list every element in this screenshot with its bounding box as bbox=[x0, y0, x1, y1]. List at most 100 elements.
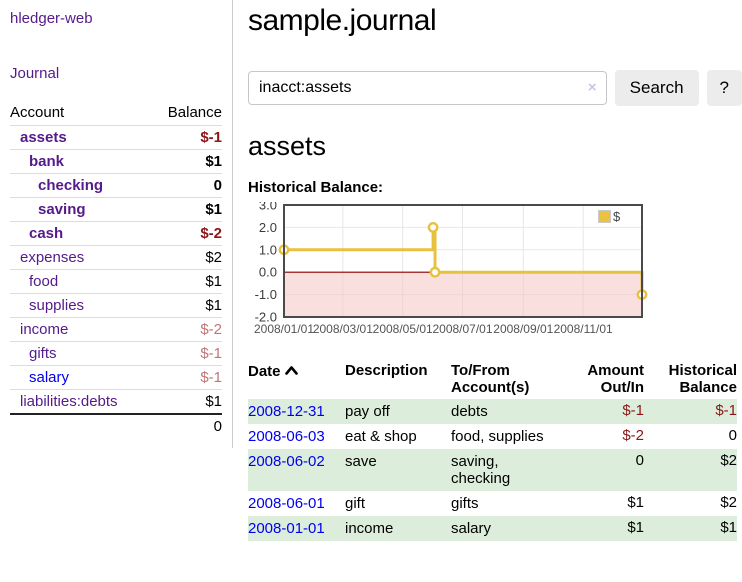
register-row: 2008-12-31 pay off debts $-1 $-1 bbox=[248, 399, 737, 424]
transaction-amount: $-1 bbox=[622, 402, 644, 419]
account-link-gifts[interactable]: gifts bbox=[29, 345, 57, 362]
account-link-checking[interactable]: checking bbox=[38, 177, 104, 194]
transaction-description: save bbox=[345, 453, 377, 470]
account-balance: $-1 bbox=[200, 345, 222, 362]
account-row-gifts: gifts $-1 bbox=[10, 341, 222, 366]
transaction-description: gift bbox=[345, 495, 366, 512]
account-row-supplies: supplies $1 bbox=[10, 293, 222, 318]
transaction-description: eat & shop bbox=[345, 428, 417, 445]
account-balance: $-1 bbox=[200, 369, 222, 386]
account-row-checking: checking 0 bbox=[10, 173, 222, 198]
svg-text:3.0: 3.0 bbox=[259, 202, 277, 213]
svg-text:-2.0: -2.0 bbox=[255, 310, 277, 325]
chart-legend: $ bbox=[598, 209, 620, 224]
transaction-accounts: food, supplies bbox=[451, 428, 544, 445]
account-page-title: assets bbox=[248, 131, 327, 161]
account-balance: $1 bbox=[205, 153, 222, 170]
chart-label: Historical Balance: bbox=[248, 179, 384, 196]
column-header-amount: Amount Out/In bbox=[587, 362, 644, 396]
register-table: Date Description To/From Account(s) Amou… bbox=[248, 359, 737, 541]
transaction-date-link[interactable]: 2008-06-03 bbox=[248, 428, 325, 445]
clear-search-icon[interactable]: × bbox=[587, 79, 597, 96]
account-balance: $1 bbox=[205, 201, 222, 218]
account-balance: $-1 bbox=[200, 129, 222, 146]
register-row: 2008-06-01 gift gifts $1 $2 bbox=[248, 491, 737, 516]
transaction-date-link[interactable]: 2008-06-01 bbox=[248, 495, 325, 512]
svg-text:2.0: 2.0 bbox=[259, 220, 277, 235]
transaction-accounts: salary bbox=[451, 520, 492, 537]
transaction-amount: $-2 bbox=[622, 427, 644, 444]
account-link-expenses[interactable]: expenses bbox=[20, 249, 85, 266]
account-link-cash[interactable]: cash bbox=[29, 225, 64, 242]
legend-swatch-icon bbox=[598, 210, 611, 223]
register-row: 2008-06-03 eat & shop food, supplies $-2… bbox=[248, 424, 737, 449]
main-content: sample.journal × Search ? assets Histori… bbox=[248, 0, 742, 541]
svg-text:2008/11/01: 2008/11/01 bbox=[554, 322, 613, 336]
accounts-header-row: Account Balance bbox=[10, 101, 222, 126]
search-form: × Search ? bbox=[248, 70, 742, 106]
svg-text:2008/07/01: 2008/07/01 bbox=[432, 322, 492, 336]
account-link-income[interactable]: income bbox=[20, 321, 69, 338]
svg-text:-1.0: -1.0 bbox=[255, 287, 277, 302]
account-link-supplies[interactable]: supplies bbox=[29, 297, 85, 314]
accounts-header-account: Account bbox=[10, 104, 65, 121]
account-row-income: income $-2 bbox=[10, 317, 222, 342]
register-row: 2008-06-02 save saving, checking 0 $2 bbox=[248, 449, 737, 491]
account-balance: $1 bbox=[205, 273, 222, 290]
help-button[interactable]: ? bbox=[706, 70, 742, 106]
page-title: sample.journal bbox=[248, 4, 437, 37]
legend-label: $ bbox=[613, 209, 621, 224]
account-row-expenses: expenses $2 bbox=[10, 245, 222, 270]
sidebar: hledger-web Journal Account Balance asse… bbox=[0, 0, 233, 448]
account-row-cash: cash $-2 bbox=[10, 221, 222, 246]
svg-text:2008/09/01: 2008/09/01 bbox=[493, 322, 553, 336]
account-balance: $1 bbox=[205, 297, 222, 314]
transaction-amount: $1 bbox=[627, 494, 644, 511]
column-header-accounts: To/From Account(s) bbox=[451, 362, 530, 396]
transaction-accounts: saving, checking bbox=[451, 453, 511, 487]
transaction-amount: $1 bbox=[627, 519, 644, 536]
accounts-total-row: 0 bbox=[10, 414, 222, 438]
account-balance: 0 bbox=[213, 177, 222, 194]
account-balance: $-2 bbox=[200, 225, 222, 242]
transaction-balance: $2 bbox=[720, 494, 737, 511]
svg-text:2008/03/01: 2008/03/01 bbox=[313, 322, 373, 336]
register-header-row: Date Description To/From Account(s) Amou… bbox=[248, 359, 737, 399]
svg-text:2008/05/01: 2008/05/01 bbox=[373, 322, 433, 336]
transaction-date-link[interactable]: 2008-01-01 bbox=[248, 520, 325, 537]
search-button[interactable]: Search bbox=[614, 70, 699, 106]
transaction-accounts: gifts bbox=[451, 495, 479, 512]
account-link-food[interactable]: food bbox=[29, 273, 59, 290]
account-row-salary: salary $-1 bbox=[10, 365, 222, 390]
transaction-date-link[interactable]: 2008-12-31 bbox=[248, 403, 325, 420]
accounts-header-balance: Balance bbox=[167, 104, 222, 121]
column-header-description: Description bbox=[345, 362, 428, 379]
account-row-food: food $1 bbox=[10, 269, 222, 294]
account-balance: $1 bbox=[205, 393, 222, 410]
account-balance: $-2 bbox=[200, 321, 222, 338]
search-input[interactable] bbox=[248, 71, 607, 105]
chart-canvas: 3.0 2.0 1.0 0.0 -1.0 -2.02008/01/012008/03/01… bbox=[254, 198, 648, 336]
sidebar-item-journal[interactable]: Journal bbox=[10, 65, 60, 82]
column-header-date[interactable]: Date bbox=[248, 359, 345, 399]
account-row-assets: assets $-1 bbox=[10, 125, 222, 150]
sort-ascending-icon bbox=[284, 362, 298, 379]
account-link-bank[interactable]: bank bbox=[29, 153, 65, 170]
accounts-table: Account Balance assets $-1 bank $1 check… bbox=[10, 101, 222, 438]
register-row: 2008-01-01 income salary $1 $1 bbox=[248, 516, 737, 541]
account-link-liabilities-debts[interactable]: liabilities:debts bbox=[20, 393, 118, 410]
transaction-accounts: debts bbox=[451, 403, 488, 420]
transaction-balance: $-1 bbox=[715, 402, 737, 419]
account-link-salary[interactable]: salary bbox=[29, 369, 70, 386]
app-brand-link[interactable]: hledger-web bbox=[10, 10, 93, 27]
account-link-saving[interactable]: saving bbox=[38, 201, 86, 218]
account-link-assets[interactable]: assets bbox=[20, 129, 67, 146]
account-balance: $2 bbox=[205, 249, 222, 266]
account-row-bank: bank $1 bbox=[10, 149, 222, 174]
transaction-date-link[interactable]: 2008-06-02 bbox=[248, 453, 325, 470]
account-row-saving: saving $1 bbox=[10, 197, 222, 222]
svg-text:1.0: 1.0 bbox=[259, 242, 277, 257]
transaction-amount: 0 bbox=[635, 452, 644, 469]
column-header-balance: Historical Balance bbox=[668, 362, 737, 396]
